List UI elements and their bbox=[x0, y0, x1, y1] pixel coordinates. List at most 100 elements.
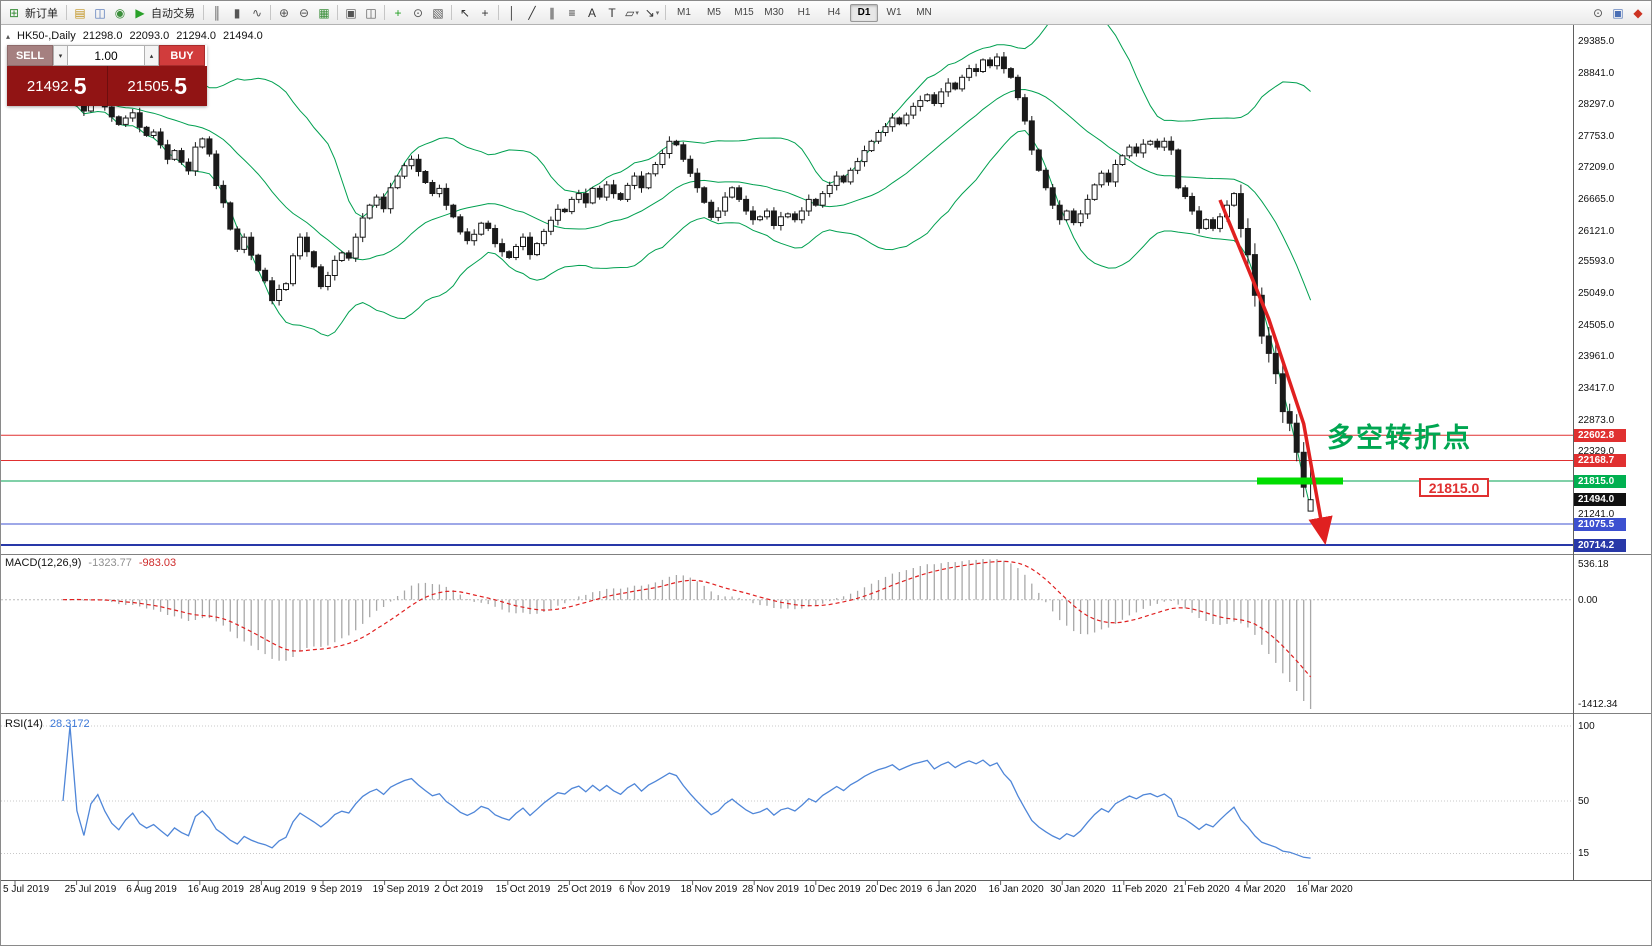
one-click-collapse-icon[interactable]: ▴ bbox=[6, 31, 11, 41]
timeframe-mn-button[interactable]: MN bbox=[916, 7, 932, 18]
trend-annotation-text: 多空转折点 bbox=[1327, 423, 1472, 453]
timeframe-m15-button[interactable]: M15 bbox=[734, 7, 754, 18]
rsi-axis-tick: 15 bbox=[1578, 848, 1590, 859]
rsi-indicator-label: RSI(14) 28.3172 bbox=[5, 718, 90, 730]
bar-high-value: 22093.0 bbox=[129, 30, 170, 42]
toolbar-separator bbox=[451, 5, 452, 20]
arrows-icon[interactable]: ↘ ▾ bbox=[644, 5, 660, 20]
price-axis-tick: 28297.0 bbox=[1578, 99, 1615, 111]
toolbar-separator bbox=[384, 5, 385, 20]
macd-pane bbox=[1, 559, 1573, 709]
mql5-icon[interactable]: ◆ bbox=[1633, 5, 1643, 20]
autotrade-label: 自动交易 bbox=[151, 7, 195, 20]
label-icon[interactable]: T bbox=[608, 5, 616, 20]
zoom-in-icon[interactable]: ⊕ bbox=[278, 5, 290, 20]
search-icon[interactable]: ⊙ bbox=[1592, 5, 1604, 20]
time-axis-label: 30 Jan 2020 bbox=[1050, 884, 1106, 895]
time-axis-label: 28 Aug 2019 bbox=[249, 884, 306, 895]
volume-input[interactable] bbox=[68, 45, 144, 66]
macd-axis-max: 536.18 bbox=[1578, 559, 1609, 570]
volume-decrease-button[interactable]: ▾ bbox=[53, 45, 68, 66]
timeframe-h1-button[interactable]: H1 bbox=[797, 7, 811, 18]
price-axis-tick: 25593.0 bbox=[1578, 256, 1615, 268]
macd-indicator-label: MACD(12,26,9) -1323.77 -983.03 bbox=[5, 557, 176, 569]
timeframe-w1-button[interactable]: W1 bbox=[886, 7, 902, 18]
timeframe-m5-button[interactable]: M5 bbox=[707, 7, 721, 18]
dropdown-caret-icon: ▾ bbox=[655, 9, 660, 17]
time-axis-label: 6 Aug 2019 bbox=[126, 884, 177, 895]
toolbar-separator bbox=[337, 5, 338, 20]
timeframe-d1-button[interactable]: D1 bbox=[850, 3, 878, 22]
volume-increase-button[interactable]: ▴ bbox=[144, 45, 159, 66]
trendline-icon[interactable]: ╱ bbox=[528, 5, 536, 20]
time-axis-label: 6 Nov 2019 bbox=[619, 884, 671, 895]
chart-header: ▴ HK50-,Daily 21298.0 22093.0 21294.0 21… bbox=[6, 30, 263, 42]
time-axis-label: 20 Dec 2019 bbox=[865, 884, 923, 895]
indicators-icon[interactable]: + bbox=[394, 5, 402, 20]
time-axis-label: 21 Feb 2020 bbox=[1173, 884, 1230, 895]
line-chart-icon[interactable]: ∿ bbox=[251, 5, 263, 20]
rsi-value: 28.3172 bbox=[49, 718, 90, 730]
main-toolbar: ⊞ 新订单 ▤ ◫ ◉ ▶ 自动交易 ║ ▮ ∿ ⊕ ⊖ ▦ ▣ ◫ + ⊙ ▧ ↖ + │ ╱ ∥ ≡ A T ▱ ▾ ↘ ▾ M1 M5 M… bbox=[1, 1, 1651, 25]
community-icon[interactable]: ▣ bbox=[1612, 5, 1624, 20]
navigator-icon[interactable]: ◉ bbox=[114, 5, 126, 20]
rsi-name: RSI(14) bbox=[5, 718, 43, 730]
time-axis-label: 10 Dec 2019 bbox=[803, 884, 861, 895]
buy-price[interactable]: 21505. 5 bbox=[108, 66, 208, 106]
price-axis-tick: 24505.0 bbox=[1578, 319, 1615, 331]
bar-open-value: 21298.0 bbox=[82, 30, 123, 42]
macd-axis-min: -1412.34 bbox=[1578, 699, 1618, 710]
toolbar-right-items: ⊙ ▣ ◆ bbox=[1588, 3, 1648, 22]
candlestick-chart-icon[interactable]: ▮ bbox=[233, 5, 241, 20]
price-axis-tick: 22329.0 bbox=[1578, 446, 1615, 458]
price-axis-tick: 27753.0 bbox=[1578, 130, 1615, 142]
timeframe-m1-button[interactable]: M1 bbox=[677, 7, 691, 18]
one-click-trading-panel: SELL ▾ ▴ BUY 21492.5 21505.5 bbox=[7, 45, 207, 106]
cursor-icon[interactable]: ↖ bbox=[459, 5, 471, 20]
text-icon[interactable]: A bbox=[587, 5, 596, 20]
vertical-line-icon[interactable]: │ bbox=[508, 5, 516, 20]
toolbar-separator bbox=[66, 5, 67, 20]
buy-price-frac: 5 bbox=[174, 72, 188, 99]
buy-button[interactable]: BUY bbox=[159, 45, 205, 66]
grid-icon[interactable]: ▦ bbox=[318, 5, 330, 20]
price-axis-tick: 29385.0 bbox=[1578, 35, 1615, 47]
time-axis-label: 16 Jan 2020 bbox=[988, 884, 1044, 895]
time-axis-label: 6 Jan 2020 bbox=[927, 884, 977, 895]
chart-symbol-timeframe: HK50-,Daily bbox=[17, 30, 76, 42]
fibonacci-icon[interactable]: ≡ bbox=[568, 5, 576, 20]
new-order-icon[interactable]: ⊞ bbox=[8, 5, 20, 20]
time-axis-label: 16 Aug 2019 bbox=[187, 884, 244, 895]
cascade-windows-icon[interactable]: ◫ bbox=[365, 5, 377, 20]
sell-button[interactable]: SELL bbox=[7, 45, 53, 66]
price-axis-tick: 26665.0 bbox=[1578, 194, 1615, 206]
one-click-prices-row: 21492. 5 21505. 5 bbox=[7, 66, 207, 106]
market-watch-icon[interactable]: ▤ bbox=[74, 5, 86, 20]
data-window-icon[interactable]: ◫ bbox=[94, 5, 106, 20]
bar-low-value: 21294.0 bbox=[176, 30, 216, 42]
rsi-pane bbox=[1, 725, 1573, 859]
shapes-icon[interactable]: ▱ ▾ bbox=[625, 5, 639, 20]
time-axis-label: 4 Mar 2020 bbox=[1235, 884, 1286, 895]
price-axis-tick: 23961.0 bbox=[1578, 351, 1615, 363]
timeframe-h4-button[interactable]: H4 bbox=[827, 7, 841, 18]
zoom-out-icon[interactable]: ⊖ bbox=[298, 5, 310, 20]
sell-price[interactable]: 21492. 5 bbox=[7, 66, 108, 106]
channel-icon[interactable]: ∥ bbox=[549, 5, 555, 20]
price-axis-badge: 22168.7 bbox=[1574, 453, 1626, 467]
crosshair-icon[interactable]: + bbox=[481, 5, 489, 20]
price-axis-tick: 27209.0 bbox=[1578, 162, 1615, 174]
price-axis-tick: 21241.0 bbox=[1578, 509, 1615, 521]
autotrade-icon[interactable]: ▶ bbox=[135, 5, 145, 20]
timeframe-m30-button[interactable]: M30 bbox=[764, 7, 784, 18]
periods-icon[interactable]: ⊙ bbox=[412, 5, 424, 20]
tile-windows-icon[interactable]: ▣ bbox=[345, 5, 357, 20]
time-axis-label: 9 Sep 2019 bbox=[311, 884, 363, 895]
toolbar-items: ⊞ 新订单 ▤ ◫ ◉ ▶ 自动交易 ║ ▮ ∿ ⊕ ⊖ ▦ ▣ ◫ + ⊙ ▧ ↖ + │ ╱ ∥ ≡ A T ▱ ▾ ↘ ▾ M1 M5 M… bbox=[4, 3, 939, 22]
bar-chart-icon[interactable]: ║ bbox=[212, 5, 222, 20]
support-level-label[interactable]: 21815.0 bbox=[1419, 478, 1489, 497]
template-icon[interactable]: ▧ bbox=[432, 5, 444, 20]
time-axis-label: 19 Sep 2019 bbox=[372, 884, 430, 895]
